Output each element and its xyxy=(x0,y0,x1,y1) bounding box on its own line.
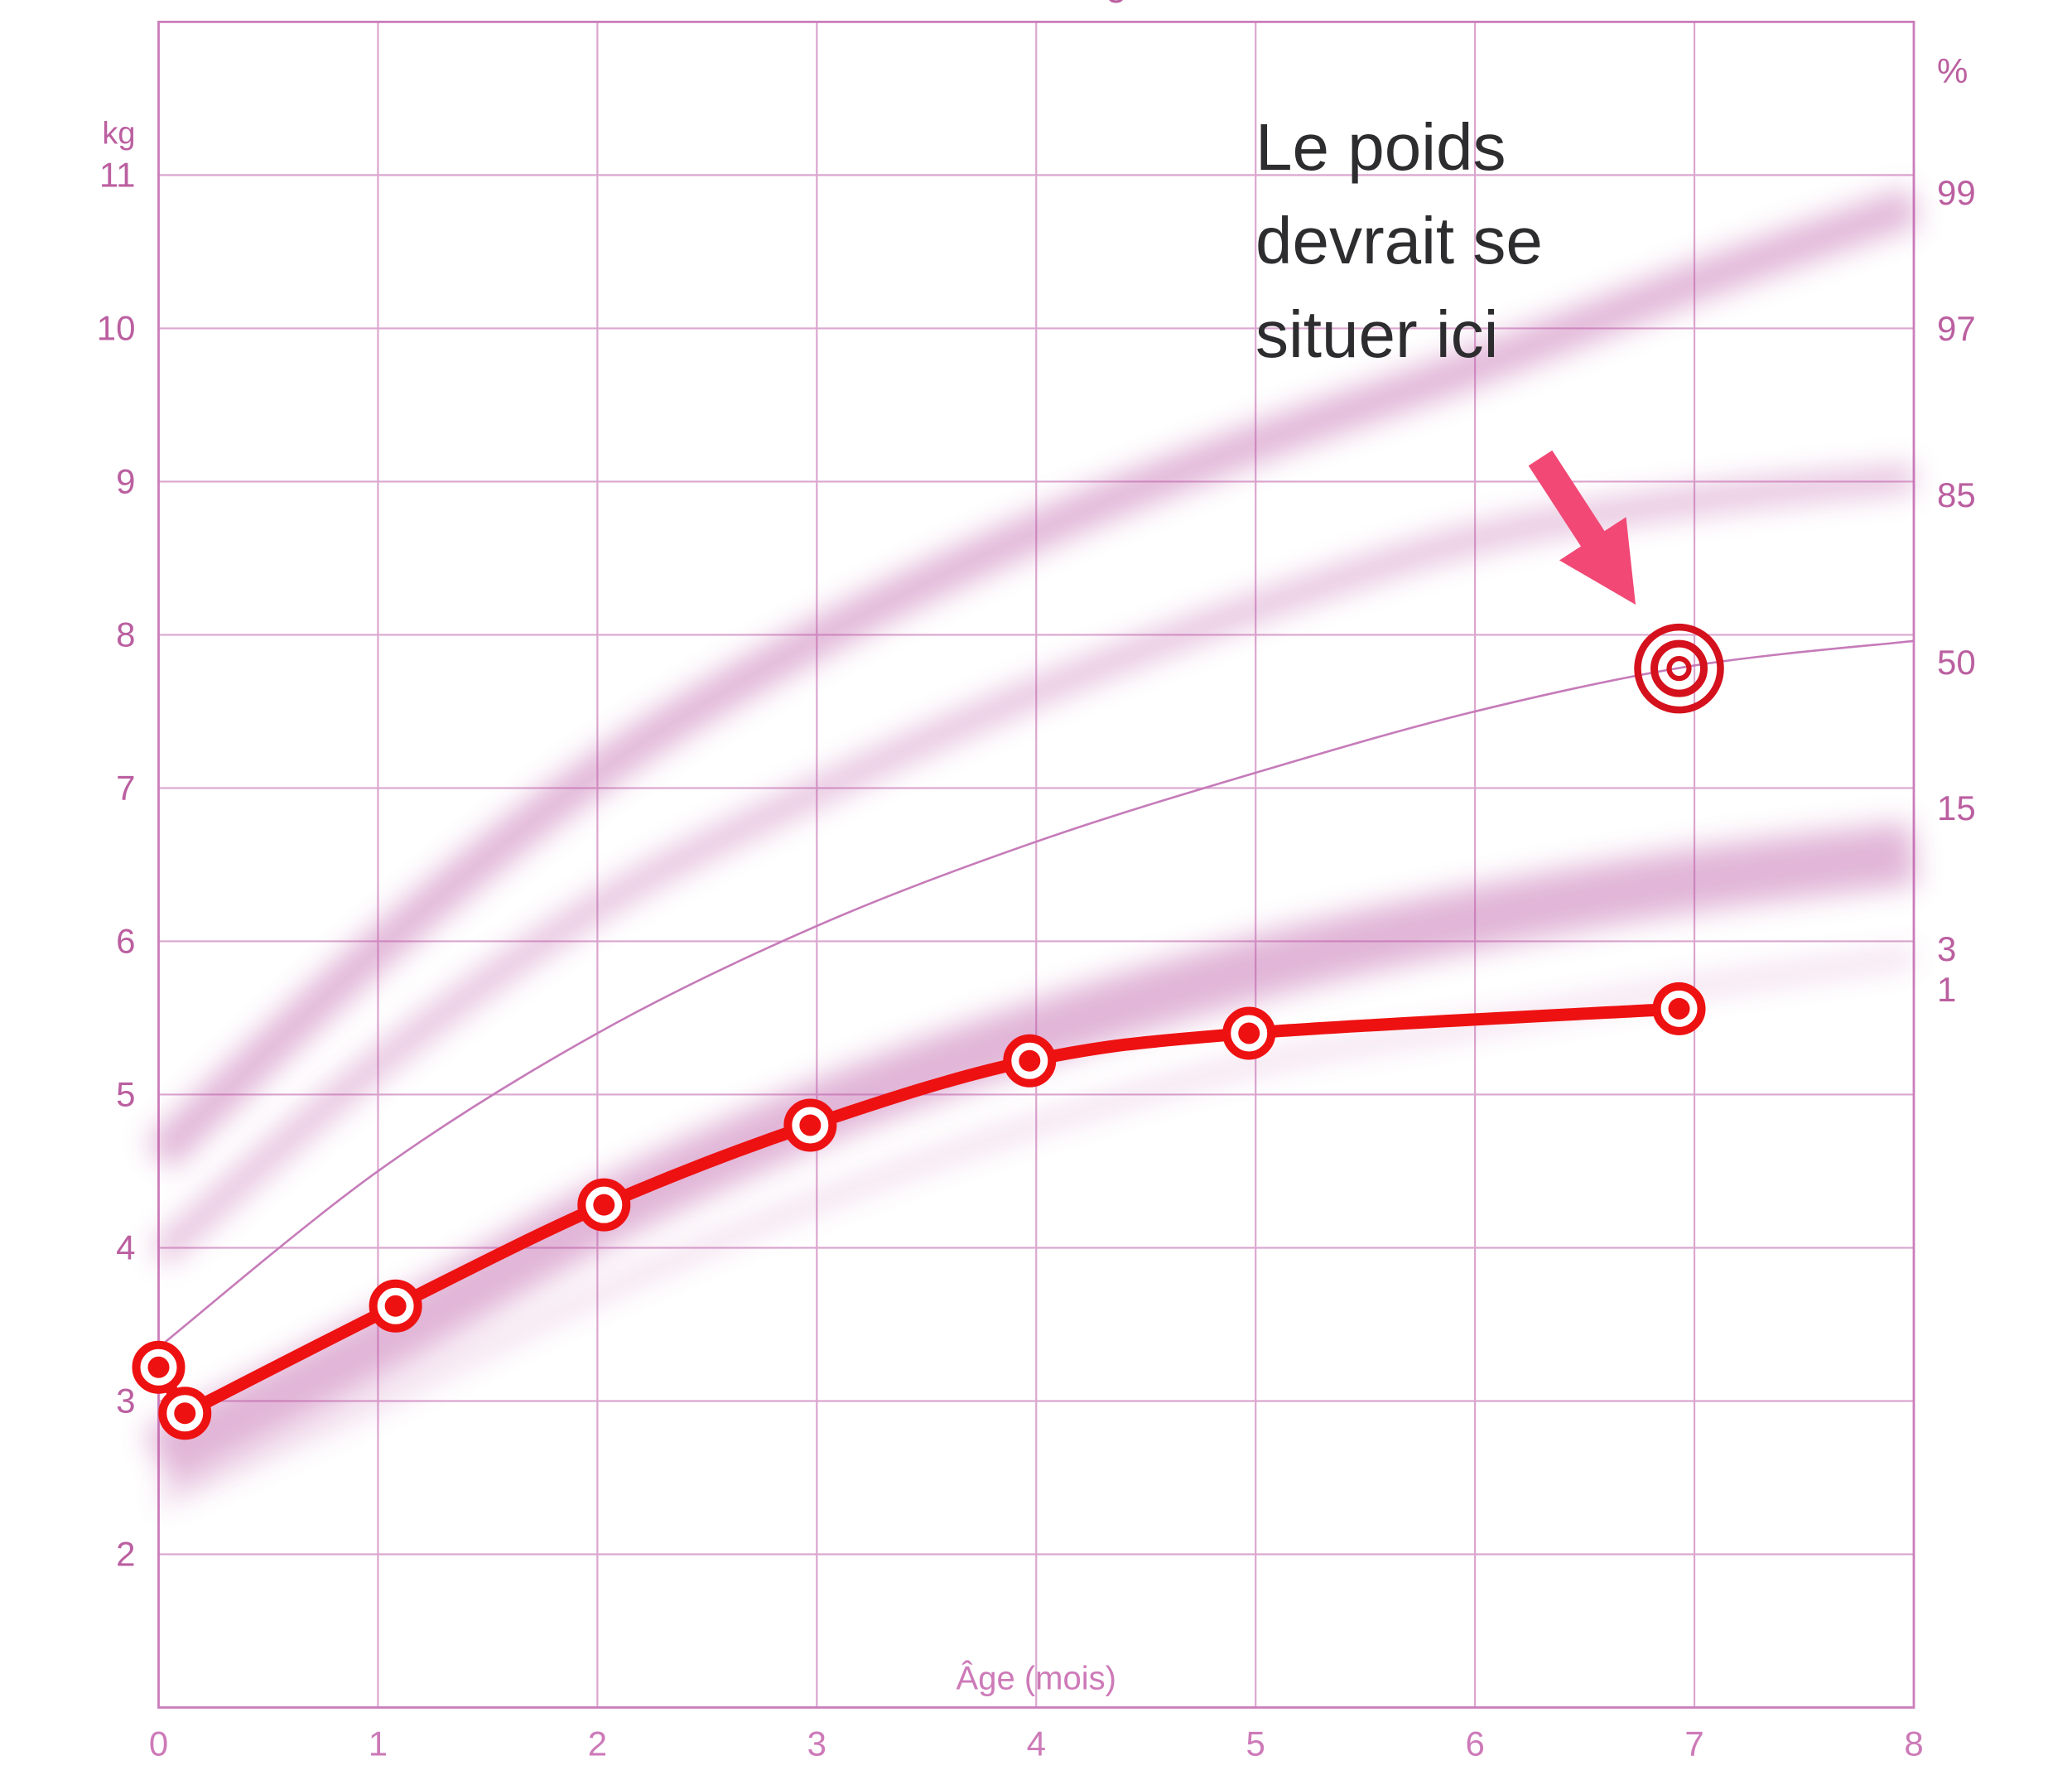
svg-text:7: 7 xyxy=(116,768,135,807)
svg-text:4: 4 xyxy=(1027,1724,1046,1763)
svg-text:6: 6 xyxy=(116,921,135,960)
svg-text:1: 1 xyxy=(369,1724,388,1763)
svg-text:85: 85 xyxy=(1937,475,1976,514)
svg-text:4: 4 xyxy=(116,1228,135,1266)
svg-text:0: 0 xyxy=(149,1724,168,1763)
svg-text:Le poids: Le poids xyxy=(1255,110,1506,184)
svg-text:3: 3 xyxy=(807,1724,826,1763)
svg-text:kg: kg xyxy=(102,117,135,152)
svg-text:3: 3 xyxy=(116,1381,135,1420)
svg-text:11: 11 xyxy=(99,155,136,194)
svg-text:97: 97 xyxy=(1937,309,1976,348)
svg-text:50: 50 xyxy=(1937,643,1976,682)
svg-text:15: 15 xyxy=(1937,789,1976,827)
svg-text:6: 6 xyxy=(1465,1724,1484,1763)
svg-text:9: 9 xyxy=(116,461,135,500)
svg-text:7: 7 xyxy=(1684,1724,1703,1763)
svg-text:3: 3 xyxy=(1937,929,1956,968)
svg-text:5: 5 xyxy=(116,1074,135,1113)
svg-text:%: % xyxy=(1937,51,1968,90)
svg-text:Âge (mois): Âge (mois) xyxy=(956,1660,1116,1697)
svg-text:devrait se: devrait se xyxy=(1255,204,1543,277)
svg-text:10: 10 xyxy=(97,308,136,347)
svg-text:situer ici: situer ici xyxy=(1255,297,1498,371)
svg-text:8: 8 xyxy=(1904,1724,1923,1763)
svg-text:Poids / Weight: Poids / Weight xyxy=(913,0,1159,3)
svg-text:2: 2 xyxy=(588,1724,607,1763)
svg-text:2: 2 xyxy=(116,1534,135,1573)
svg-text:8: 8 xyxy=(116,615,135,654)
svg-text:1: 1 xyxy=(1937,970,1956,1009)
svg-text:5: 5 xyxy=(1246,1724,1265,1763)
svg-text:99: 99 xyxy=(1937,173,1976,212)
